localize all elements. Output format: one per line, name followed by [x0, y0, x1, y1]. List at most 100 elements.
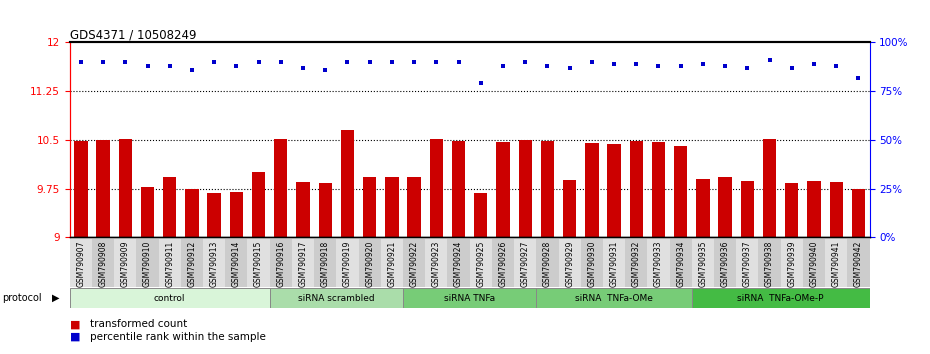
Bar: [497, 142, 510, 237]
Point: [362, 59, 377, 65]
Text: GSM790928: GSM790928: [543, 240, 551, 287]
Text: GSM790922: GSM790922: [409, 240, 418, 287]
FancyBboxPatch shape: [359, 239, 380, 287]
Point: [762, 57, 777, 63]
FancyBboxPatch shape: [737, 239, 759, 287]
Text: transformed count: transformed count: [90, 319, 188, 329]
Text: protocol: protocol: [2, 293, 42, 303]
Text: ■: ■: [70, 332, 80, 342]
Point: [406, 59, 421, 65]
Bar: [163, 177, 177, 237]
Point: [718, 63, 733, 69]
FancyBboxPatch shape: [780, 239, 803, 287]
Text: GSM790930: GSM790930: [588, 240, 596, 287]
FancyBboxPatch shape: [692, 239, 714, 287]
Bar: [652, 142, 665, 237]
Bar: [403, 288, 537, 308]
Point: [273, 59, 288, 65]
FancyBboxPatch shape: [580, 239, 603, 287]
Bar: [585, 143, 599, 237]
Bar: [274, 139, 287, 237]
Text: GSM790933: GSM790933: [654, 240, 663, 287]
Text: GSM790908: GSM790908: [99, 240, 108, 287]
FancyBboxPatch shape: [603, 239, 625, 287]
Point: [429, 59, 444, 65]
Point: [784, 65, 799, 70]
Text: siRNA scrambled: siRNA scrambled: [298, 293, 375, 303]
FancyBboxPatch shape: [203, 239, 225, 287]
FancyBboxPatch shape: [759, 239, 780, 287]
Point: [96, 59, 111, 65]
FancyBboxPatch shape: [625, 239, 647, 287]
Bar: [270, 288, 403, 308]
FancyBboxPatch shape: [225, 239, 247, 287]
FancyBboxPatch shape: [337, 239, 359, 287]
Point: [829, 63, 844, 69]
Bar: [763, 138, 777, 237]
Text: GSM790924: GSM790924: [454, 240, 463, 287]
FancyBboxPatch shape: [847, 239, 870, 287]
Point: [606, 61, 621, 67]
FancyBboxPatch shape: [114, 239, 137, 287]
Bar: [252, 172, 265, 237]
Point: [184, 67, 199, 73]
Text: GSM790910: GSM790910: [143, 240, 152, 287]
FancyBboxPatch shape: [514, 239, 537, 287]
Bar: [607, 144, 620, 237]
Bar: [140, 187, 154, 237]
Text: GSM790912: GSM790912: [188, 240, 196, 287]
Point: [696, 61, 711, 67]
Text: percentile rank within the sample: percentile rank within the sample: [90, 332, 266, 342]
Bar: [540, 141, 554, 237]
Point: [562, 65, 577, 70]
FancyBboxPatch shape: [403, 239, 425, 287]
Text: GSM790916: GSM790916: [276, 240, 286, 287]
Text: ▶: ▶: [52, 293, 60, 303]
Text: GSM790932: GSM790932: [631, 240, 641, 287]
Bar: [830, 182, 843, 237]
FancyBboxPatch shape: [270, 239, 292, 287]
Point: [851, 75, 866, 80]
Point: [451, 59, 466, 65]
Text: GSM790940: GSM790940: [809, 240, 818, 287]
Point: [496, 63, 511, 69]
FancyBboxPatch shape: [470, 239, 492, 287]
Bar: [363, 177, 377, 237]
Point: [296, 65, 311, 70]
Point: [518, 59, 533, 65]
Text: GSM790920: GSM790920: [365, 240, 374, 287]
FancyBboxPatch shape: [292, 239, 314, 287]
Text: GSM790926: GSM790926: [498, 240, 508, 287]
FancyBboxPatch shape: [803, 239, 825, 287]
Point: [318, 67, 333, 73]
Text: GSM790921: GSM790921: [388, 240, 396, 287]
Text: GSM790918: GSM790918: [321, 240, 330, 287]
FancyBboxPatch shape: [647, 239, 670, 287]
Text: GSM790934: GSM790934: [676, 240, 685, 287]
Bar: [563, 180, 577, 237]
FancyBboxPatch shape: [492, 239, 514, 287]
Text: GSM790931: GSM790931: [609, 240, 618, 287]
Bar: [537, 288, 692, 308]
Text: GSM790942: GSM790942: [854, 240, 863, 287]
FancyBboxPatch shape: [670, 239, 692, 287]
Point: [673, 63, 688, 69]
Text: GSM790938: GSM790938: [765, 240, 774, 287]
Point: [206, 59, 221, 65]
Text: GSM790941: GSM790941: [831, 240, 841, 287]
Bar: [407, 177, 420, 237]
Text: GSM790925: GSM790925: [476, 240, 485, 287]
Point: [73, 59, 88, 65]
FancyBboxPatch shape: [825, 239, 847, 287]
Point: [651, 63, 666, 69]
FancyBboxPatch shape: [380, 239, 403, 287]
Text: GDS4371 / 10508249: GDS4371 / 10508249: [70, 28, 196, 41]
Bar: [785, 183, 799, 237]
FancyBboxPatch shape: [247, 239, 270, 287]
Bar: [430, 138, 443, 237]
Text: GSM790911: GSM790911: [166, 240, 174, 287]
Text: GSM790917: GSM790917: [299, 240, 308, 287]
Text: GSM790915: GSM790915: [254, 240, 263, 287]
Bar: [385, 177, 399, 237]
FancyBboxPatch shape: [447, 239, 470, 287]
